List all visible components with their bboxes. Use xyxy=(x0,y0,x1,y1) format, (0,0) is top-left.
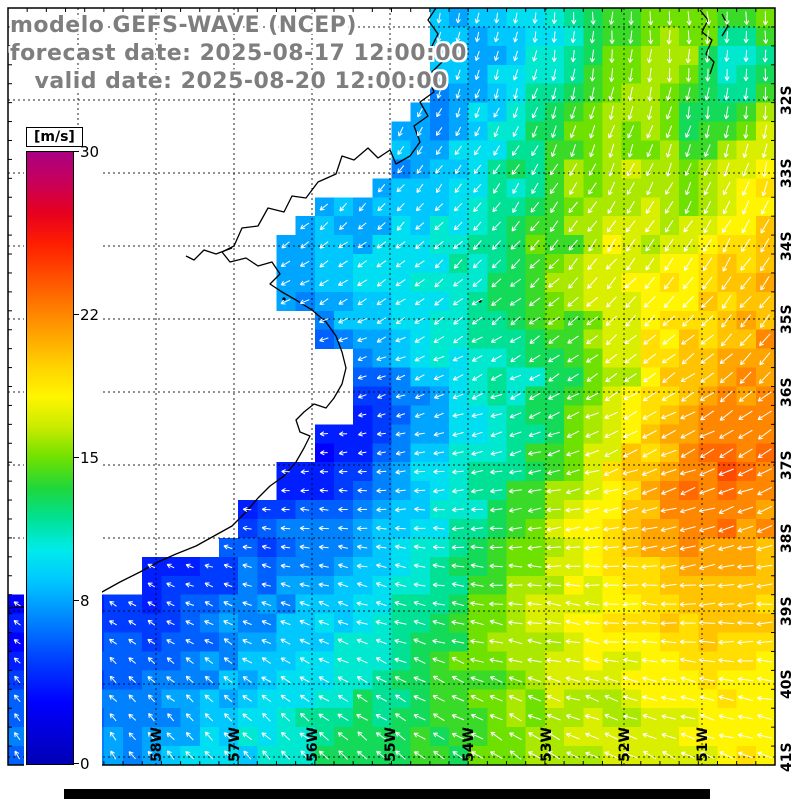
model-title: modelo GEFS-WAVE (NCEP) xyxy=(10,13,357,38)
river-path xyxy=(185,247,233,261)
colorbar-gradient xyxy=(26,151,74,765)
coastline xyxy=(7,7,729,609)
colorbar-tick-mark xyxy=(74,457,79,458)
colorbar-unit-label: [m/s] xyxy=(26,127,83,147)
lat-label: 38S xyxy=(779,523,795,553)
lat-label: 32S xyxy=(779,85,795,115)
forecast-date-line: forecast date: 2025-08-17 12:00:00 xyxy=(10,41,467,66)
colorbar-tick-label: 22 xyxy=(80,306,100,325)
lon-label: 58W xyxy=(149,727,165,762)
wind-arrows xyxy=(13,11,773,760)
valid-date-line: valid date: 2025-08-20 12:00:00 xyxy=(10,69,448,94)
lon-label: 51W xyxy=(695,727,711,762)
colorbar-tick-mark xyxy=(74,599,79,601)
lon-label: 52W xyxy=(617,727,633,762)
coastline-path xyxy=(7,7,443,609)
lat-label: 37S xyxy=(779,450,795,480)
lon-label: 54W xyxy=(461,727,477,762)
colorbar-scale: 30 22 15 8 0 xyxy=(24,143,102,773)
lat-label: 35S xyxy=(779,304,795,334)
speed-cells xyxy=(8,8,776,766)
lat-label: 36S xyxy=(779,377,795,407)
colorbar-tick-label: 0 xyxy=(80,755,90,773)
lon-label: 55W xyxy=(383,727,399,762)
colorbar-tick-mark xyxy=(74,314,79,316)
bottom-scale-bar xyxy=(64,789,710,799)
lon-label: 56W xyxy=(305,727,321,762)
islet-marker-2 xyxy=(282,297,286,301)
lon-label: 53W xyxy=(539,727,555,762)
colorbar-tick-label: 8 xyxy=(80,591,90,610)
colorbar-tick-mark xyxy=(74,763,79,764)
colorbar-tick-label: 30 xyxy=(80,143,100,161)
lat-label: 34S xyxy=(779,231,795,261)
graticule xyxy=(8,8,775,765)
lat-label: 39S xyxy=(779,596,795,626)
colorbar-tick-mark xyxy=(74,151,79,152)
lat-label: 40S xyxy=(779,669,795,699)
lon-label: 57W xyxy=(227,727,243,762)
lat-label: 41S xyxy=(779,742,795,772)
colorbar: [m/s] 30 22 15 8 0 xyxy=(24,126,102,773)
colorbar-tick-label: 15 xyxy=(80,449,100,467)
lat-label: 33S xyxy=(779,158,795,188)
